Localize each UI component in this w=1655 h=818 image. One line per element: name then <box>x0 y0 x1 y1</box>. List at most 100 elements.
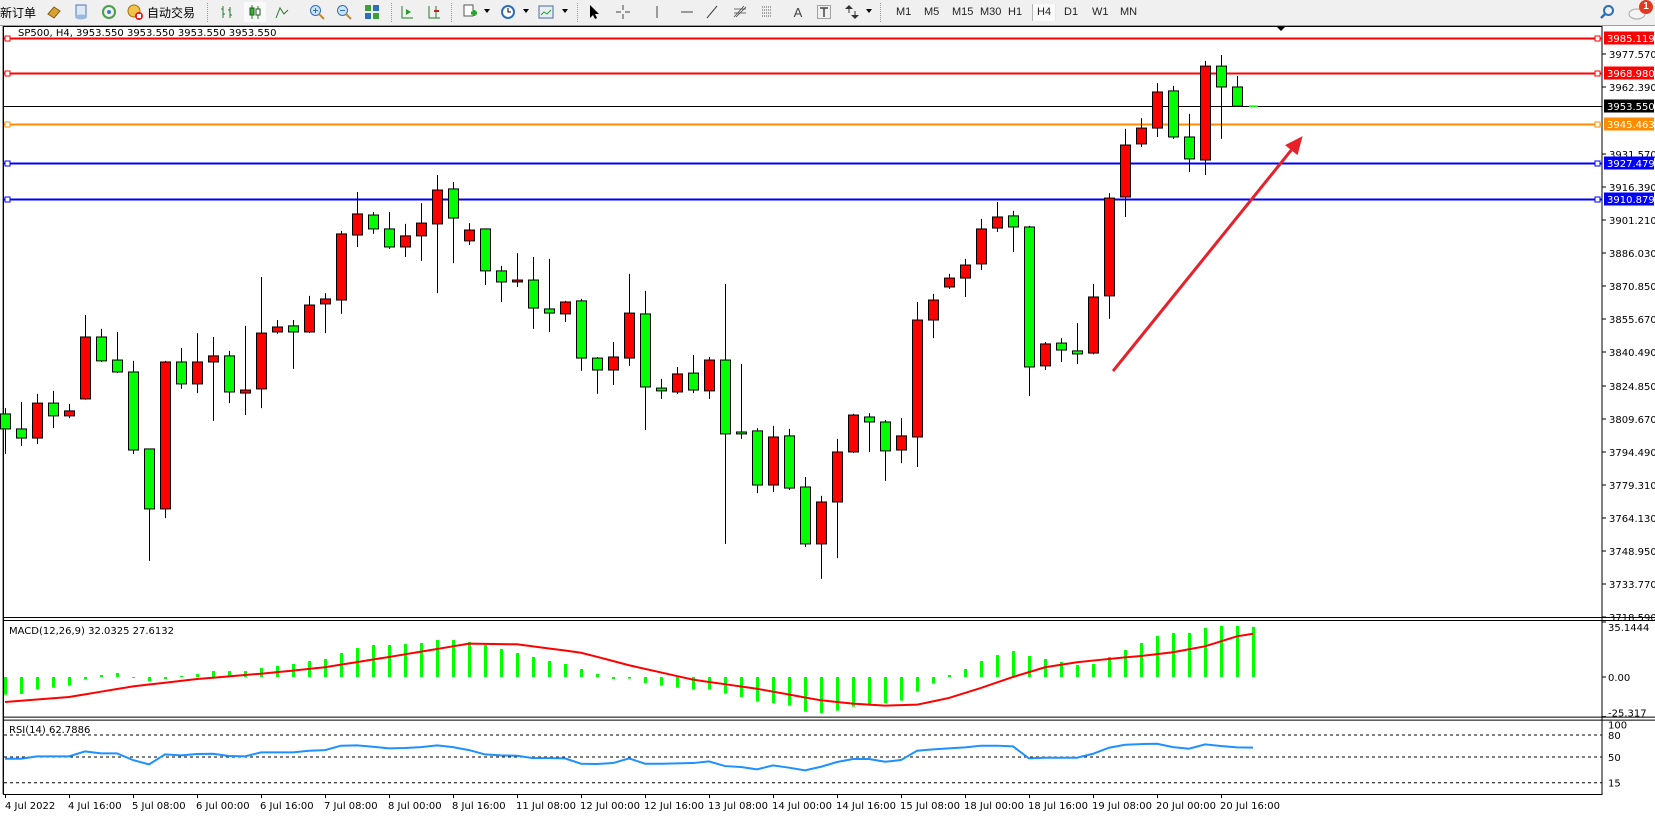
candle[interactable] <box>592 356 603 394</box>
candle[interactable] <box>1152 83 1163 137</box>
auto-scroll-button[interactable] <box>397 2 417 22</box>
candle[interactable] <box>192 333 203 394</box>
candle[interactable] <box>1168 85 1179 139</box>
arrow-head-icon[interactable] <box>1285 136 1303 156</box>
arrows-button[interactable] <box>842 2 862 22</box>
line-handle[interactable] <box>4 121 11 128</box>
search-button[interactable] <box>1597 2 1617 22</box>
gold-icon[interactable] <box>44 2 64 22</box>
candle[interactable] <box>80 315 91 400</box>
candle[interactable] <box>336 230 347 314</box>
candle[interactable] <box>928 293 939 339</box>
candle[interactable] <box>32 393 43 444</box>
templates-button[interactable] <box>536 2 556 22</box>
candle[interactable] <box>704 356 715 399</box>
candle[interactable] <box>1040 341 1051 371</box>
candle[interactable] <box>272 320 283 334</box>
timeframe-m30[interactable]: M30 <box>980 6 1002 18</box>
timeframe-w1[interactable]: W1 <box>1092 6 1109 18</box>
candle[interactable] <box>944 273 955 289</box>
timeframe-h1[interactable]: H1 <box>1008 6 1023 18</box>
periods-button[interactable] <box>498 2 518 22</box>
candle[interactable] <box>288 320 299 369</box>
candle[interactable] <box>672 366 683 394</box>
text-icon[interactable]: A <box>793 4 803 20</box>
line-handle[interactable] <box>1594 70 1601 77</box>
candle[interactable] <box>240 325 251 416</box>
timeframe-mn[interactable]: MN <box>1120 6 1138 18</box>
candle[interactable] <box>1008 210 1019 252</box>
trendline-button[interactable] <box>702 2 722 22</box>
candle[interactable] <box>736 363 747 439</box>
periods-dropdown-icon[interactable] <box>523 9 529 13</box>
templates-dropdown-icon[interactable] <box>562 9 568 13</box>
candle[interactable] <box>896 418 907 464</box>
candle[interactable] <box>880 420 891 481</box>
candle[interactable] <box>800 476 811 547</box>
candle[interactable] <box>1056 338 1067 362</box>
timeframe-m15[interactable]: M15 <box>952 6 974 18</box>
candle[interactable] <box>768 425 779 492</box>
line-chart-button[interactable] <box>272 2 292 22</box>
fibo-fan-button[interactable] <box>758 2 778 22</box>
candle[interactable] <box>624 273 635 366</box>
candle[interactable] <box>160 360 171 519</box>
candle[interactable] <box>512 253 523 287</box>
line-handle[interactable] <box>1594 121 1601 128</box>
candle[interactable] <box>480 228 491 286</box>
candle[interactable] <box>144 448 155 561</box>
candle[interactable] <box>112 331 123 374</box>
candle[interactable] <box>1072 323 1083 364</box>
candle[interactable] <box>96 328 107 362</box>
candle[interactable] <box>1024 225 1035 396</box>
candle[interactable] <box>720 283 731 544</box>
candle[interactable] <box>16 401 27 446</box>
candle[interactable] <box>0 408 11 454</box>
cursor-button[interactable] <box>585 2 603 22</box>
candle[interactable] <box>48 390 59 429</box>
candle[interactable] <box>528 256 539 329</box>
candle[interactable] <box>784 428 795 491</box>
candle[interactable] <box>448 181 459 264</box>
candle[interactable] <box>688 355 699 394</box>
text-label-button[interactable] <box>815 2 833 22</box>
candle[interactable] <box>576 298 587 371</box>
arrow-shaft[interactable] <box>1111 149 1293 373</box>
candle[interactable] <box>464 223 475 246</box>
candle[interactable] <box>1136 118 1147 147</box>
candle[interactable] <box>848 413 859 454</box>
crosshair-button[interactable] <box>613 2 633 22</box>
candle[interactable] <box>912 301 923 467</box>
timeframe-m1[interactable]: M1 <box>896 6 912 18</box>
candle[interactable] <box>400 223 411 257</box>
candle[interactable] <box>992 201 1003 232</box>
quotes-icon[interactable] <box>71 2 91 22</box>
chart-shift-button[interactable] <box>424 2 444 22</box>
candlestick-button[interactable] <box>244 2 266 22</box>
candle[interactable] <box>544 258 555 332</box>
line-handle[interactable] <box>1594 160 1601 167</box>
timeframe-d1[interactable]: D1 <box>1064 6 1079 18</box>
line-handle[interactable] <box>4 35 11 42</box>
zoom-in-button[interactable] <box>307 2 327 22</box>
candle[interactable] <box>176 348 187 389</box>
candle[interactable] <box>752 428 763 494</box>
candle[interactable] <box>608 341 619 386</box>
chart-shift-marker-icon[interactable] <box>1276 26 1286 31</box>
candle[interactable] <box>368 211 379 234</box>
fibonacci-button[interactable] <box>730 2 750 22</box>
candle[interactable] <box>304 295 315 334</box>
line-handle[interactable] <box>1594 35 1601 42</box>
candle[interactable] <box>256 276 267 409</box>
candle[interactable] <box>416 203 427 261</box>
indicators-button[interactable] <box>460 2 480 22</box>
line-handle[interactable] <box>4 70 11 77</box>
candle[interactable] <box>1232 75 1243 107</box>
indicators-dropdown-icon[interactable] <box>484 9 490 13</box>
candle[interactable] <box>1120 128 1131 217</box>
candle[interactable] <box>128 360 139 454</box>
candle[interactable] <box>1200 60 1211 176</box>
new-order-button[interactable]: 新订单 <box>0 2 36 22</box>
candle[interactable] <box>320 293 331 334</box>
